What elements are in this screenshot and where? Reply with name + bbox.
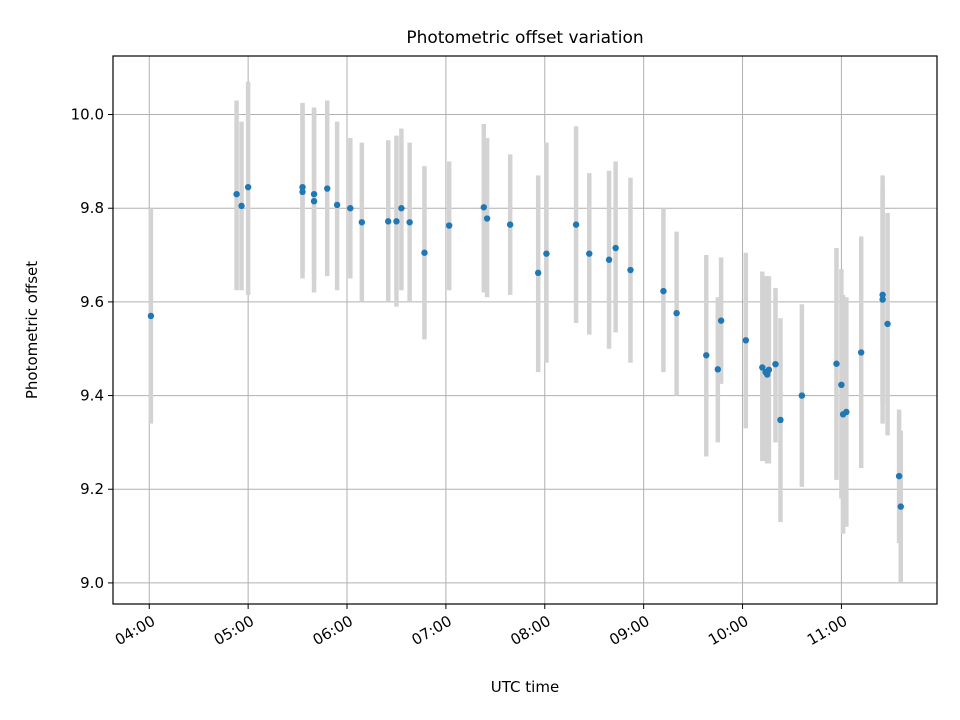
data-point — [833, 360, 840, 367]
data-point — [543, 250, 550, 257]
data-point — [310, 197, 318, 205]
data-point — [299, 183, 306, 191]
data-point — [765, 366, 773, 374]
data-point — [385, 218, 392, 225]
x-tick-label: 04:00 — [112, 612, 158, 649]
y-tick-label: 10.0 — [71, 106, 104, 124]
data-point — [879, 291, 886, 299]
data-point — [884, 320, 891, 328]
data-point — [534, 269, 542, 277]
x-tick-label: 08:00 — [507, 612, 553, 649]
data-point — [772, 360, 779, 368]
data-point — [612, 244, 619, 252]
data-point — [324, 185, 331, 192]
y-axis-label: Photometric offset — [23, 261, 41, 399]
data-point — [333, 201, 341, 209]
data-point — [244, 183, 252, 191]
error-bars — [148, 81, 903, 583]
data-point — [347, 205, 354, 212]
data-point — [147, 312, 155, 320]
y-tick-label: 9.2 — [80, 480, 104, 498]
data-point — [506, 221, 514, 228]
plot-frame — [112, 55, 938, 605]
data-point — [233, 190, 240, 198]
data-point — [627, 266, 634, 274]
data-point — [742, 337, 750, 344]
data-point — [897, 503, 904, 510]
data-point — [572, 221, 580, 228]
chart-title: Photometric offset variation — [406, 28, 643, 48]
data-point — [843, 408, 850, 416]
data-point — [393, 218, 400, 225]
data-point — [480, 204, 487, 211]
data-point — [759, 364, 766, 371]
y-tick-label: 9.6 — [80, 293, 104, 311]
data-point — [483, 215, 491, 222]
data-point — [406, 219, 413, 226]
data-point — [777, 416, 784, 424]
y-axis-ticks: 9.0 9.2 9.4 9.6 9.8 10.0 — [71, 106, 113, 592]
data-point — [421, 249, 428, 256]
data-point — [605, 256, 613, 263]
data-point — [879, 296, 886, 303]
x-tick-label: 06:00 — [310, 612, 356, 649]
data-point — [673, 309, 680, 317]
data-point — [857, 349, 865, 356]
x-tick-label: 09:00 — [606, 612, 652, 649]
data-point — [838, 381, 845, 388]
data-point — [238, 202, 245, 210]
data-point — [717, 317, 725, 324]
y-tick-label: 9.8 — [80, 199, 104, 217]
data-point — [299, 188, 306, 196]
data-point — [586, 250, 593, 257]
x-axis-label: UTC time — [491, 678, 559, 696]
x-tick-label: 11:00 — [804, 612, 850, 649]
data-point — [714, 366, 722, 373]
data-point — [703, 352, 710, 359]
x-tick-label: 10:00 — [705, 612, 751, 649]
x-axis-ticks: 04:00 05:00 06:00 07:00 08:00 09:00 10:00 11:00 — [112, 604, 850, 649]
data-point — [895, 472, 903, 480]
data-points — [147, 183, 904, 510]
x-tick-label: 05:00 — [211, 612, 257, 649]
y-tick-label: 9.4 — [80, 387, 104, 405]
data-point — [660, 287, 667, 295]
data-point — [798, 392, 806, 399]
data-point — [358, 219, 366, 226]
data-point — [445, 222, 453, 229]
y-tick-label: 9.0 — [80, 574, 104, 592]
x-tick-label: 07:00 — [408, 612, 454, 649]
data-point — [310, 190, 318, 198]
data-point — [398, 205, 405, 212]
